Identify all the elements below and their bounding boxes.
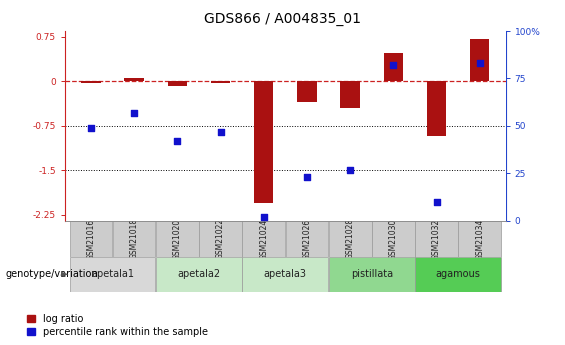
Bar [211, 81, 231, 83]
Bar [242, 221, 285, 257]
Text: GSM21020: GSM21020 [173, 218, 182, 259]
Legend: log ratio, percentile rank within the sample: log ratio, percentile rank within the sa… [28, 314, 208, 337]
Text: GSM21026: GSM21026 [302, 218, 311, 259]
Bar [340, 81, 360, 108]
Bar [242, 257, 328, 292]
Bar [156, 221, 199, 257]
Bar [458, 221, 501, 257]
Text: GSM21028: GSM21028 [346, 218, 355, 259]
Bar [470, 39, 489, 81]
Text: GSM21034: GSM21034 [475, 218, 484, 259]
Bar [329, 257, 415, 292]
Bar [372, 221, 415, 257]
Bar [427, 81, 446, 136]
Text: apetala1: apetala1 [91, 269, 134, 279]
Bar [124, 79, 144, 81]
Point [432, 199, 441, 205]
Bar [168, 81, 187, 86]
Point [302, 175, 311, 180]
Bar [69, 257, 155, 292]
Bar [199, 221, 242, 257]
Bar [69, 221, 112, 257]
Bar [415, 221, 458, 257]
Point [346, 167, 355, 172]
Point [389, 62, 398, 68]
Bar [384, 53, 403, 81]
Point [86, 125, 95, 131]
Text: GSM21024: GSM21024 [259, 218, 268, 259]
Text: GSM21018: GSM21018 [129, 218, 138, 259]
Text: GSM21022: GSM21022 [216, 218, 225, 259]
Text: pistillata: pistillata [351, 269, 393, 279]
Point [475, 61, 484, 66]
Bar [285, 221, 328, 257]
Bar [415, 257, 501, 292]
Bar [297, 81, 316, 102]
Text: genotype/variation: genotype/variation [6, 269, 98, 279]
Point [173, 138, 182, 144]
Bar [329, 221, 372, 257]
Text: apetala3: apetala3 [264, 269, 307, 279]
Text: GSM21030: GSM21030 [389, 218, 398, 259]
Bar [156, 257, 242, 292]
Point [129, 110, 138, 116]
Point [216, 129, 225, 135]
Text: GSM21032: GSM21032 [432, 218, 441, 259]
Bar [113, 221, 155, 257]
Bar [81, 81, 101, 83]
Bar [254, 81, 273, 203]
Text: apetala2: apetala2 [177, 269, 220, 279]
Text: agamous: agamous [436, 269, 481, 279]
Text: GSM21016: GSM21016 [86, 218, 95, 259]
Point [259, 214, 268, 220]
Text: GDS866 / A004835_01: GDS866 / A004835_01 [204, 12, 361, 26]
